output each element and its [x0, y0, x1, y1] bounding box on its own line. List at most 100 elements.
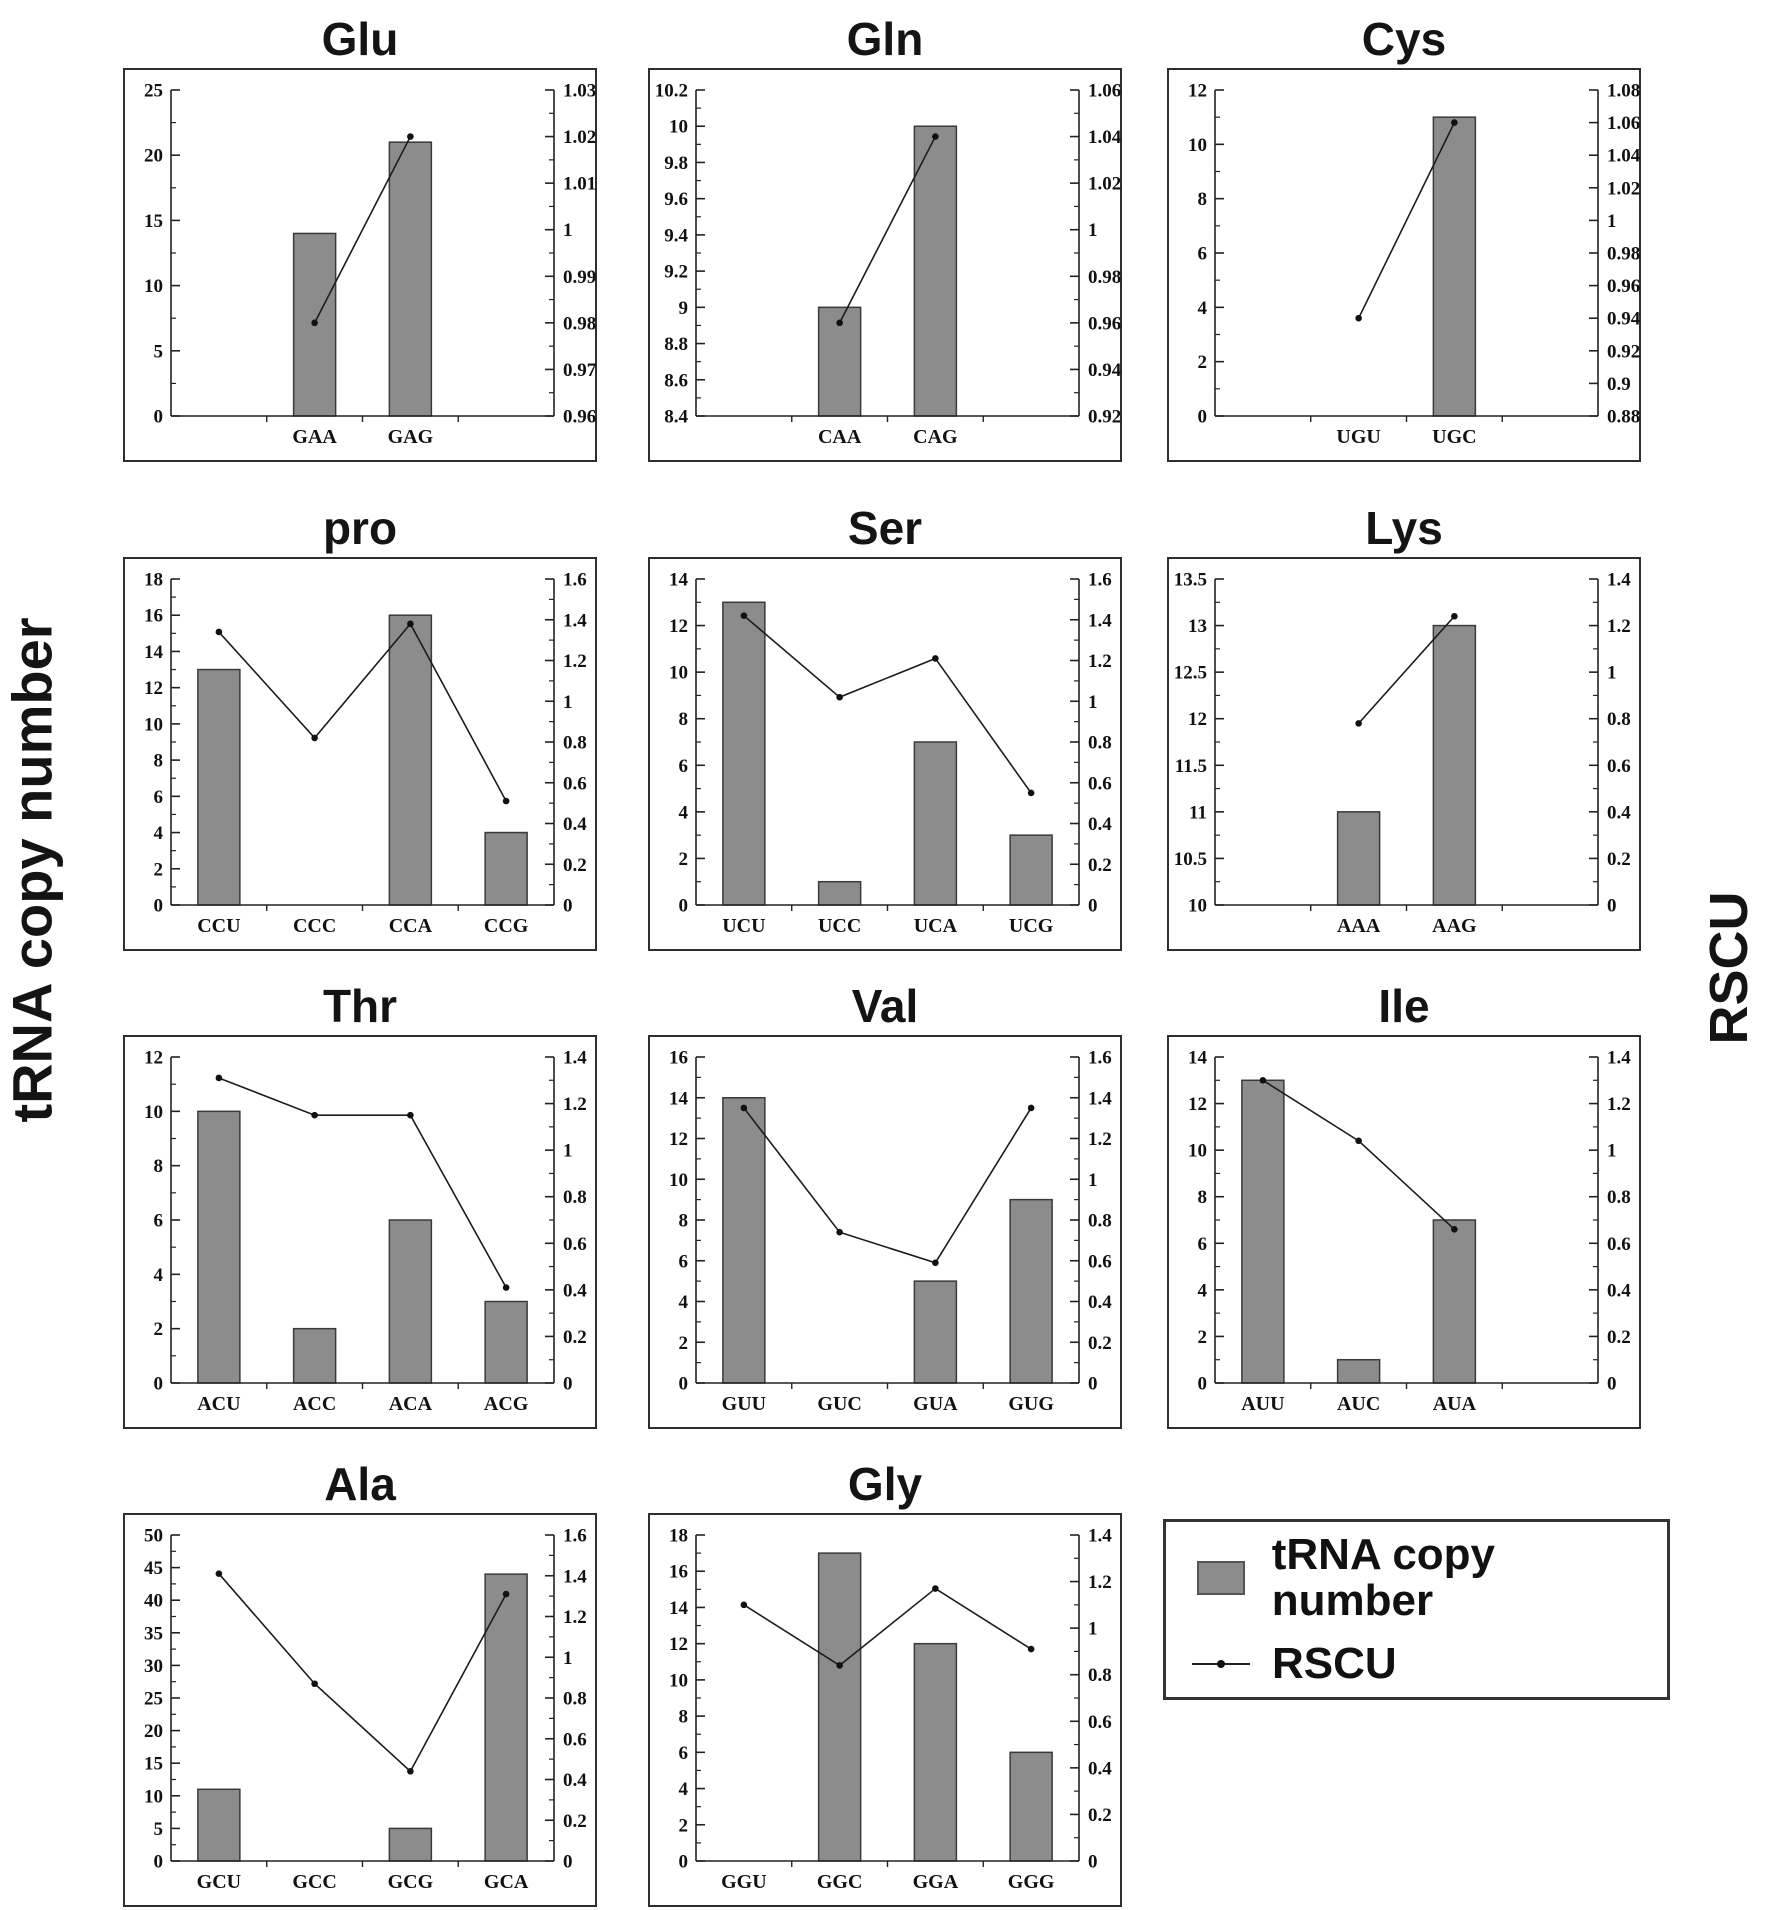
right-axis-tick-label: 0.98 [563, 313, 596, 334]
rscu-point-AAG [1451, 612, 1458, 620]
left-axis-tick-label: 12 [669, 1634, 688, 1655]
rscu-point-CAA [836, 319, 843, 327]
rscu-line [218, 622, 507, 802]
category-label-GCG: GCG [388, 1871, 434, 1893]
category-label-GAA: GAA [292, 426, 337, 448]
left-axis-tick-label: 2 [1198, 352, 1208, 373]
rscu-point-UGC [1451, 119, 1458, 126]
chart-area-gln: 10.2 10 9.8 9.6 9.4 9.2 9 8.8 8.6 8.4 1.06 1.04 1.02… [648, 68, 1122, 462]
rscu-point-GGC [836, 1662, 843, 1669]
left-axis-tick-label: 2 [679, 1333, 689, 1354]
left-axis-tick-label: 8.6 [664, 370, 688, 391]
right-axis-tick-label: 0.4 [1607, 1280, 1631, 1301]
left-axis-tick-label: 5 [154, 1819, 164, 1840]
bar-AUA [1432, 1219, 1477, 1384]
right-axis-tick-label: 0.8 [1088, 1665, 1112, 1686]
rscu-line [313, 136, 412, 324]
chart-area-ile: 14 12 10 8 6 4 2 0 1.4 1.2 1 0.8 0.6 0.4 0.2 0 AUU AUC AUA [1167, 1035, 1641, 1429]
right-axis-tick-label: 0.4 [1088, 814, 1112, 835]
right-axis-tick-label: 0 [563, 1852, 573, 1873]
bar-UCC [817, 880, 862, 906]
left-axis-tick-label: 6 [679, 1251, 689, 1272]
right-axis-tick-label: 1.2 [1088, 1572, 1112, 1593]
right-axis-tick-label: 0.2 [563, 1811, 587, 1832]
subplot-ala: Ala 50 45 40 35 30 25 20 15 10 5 0 1.6 1.4 1.2 1 0.8 0.6 0… [123, 1453, 597, 1907]
left-axis-tick-label: 15 [144, 1754, 163, 1775]
subplot-thr: Thr 12 10 8 6 4 2 0 1.4 1.2 1 0.8 0.6 0.4 0.2 0 ACU ACC AC… [123, 975, 597, 1429]
subplot-title-val: Val [851, 980, 919, 1032]
right-axis-tick-label: 1.03 [563, 81, 596, 102]
left-axis-tick-label: 18 [669, 1526, 688, 1547]
category-label-UGC: UGC [1432, 426, 1476, 448]
right-axis-tick-label: 0.4 [1607, 802, 1631, 823]
bar-UCG [1009, 834, 1053, 906]
right-axis-tick-label: 1.04 [1607, 146, 1641, 167]
right-axis-tick-label: 1 [1607, 1141, 1617, 1162]
left-axis-tick-label: 10 [1188, 135, 1207, 156]
right-axis-tick-label: 0 [1607, 1374, 1617, 1395]
chart-area-pro: 18 16 14 12 10 8 6 4 2 0 1.6 1.4 1.2 1 0.8 0.6 0.4 0.2 0 CC… [123, 557, 597, 951]
left-axis-tick-label: 6 [1198, 244, 1208, 265]
left-axis-tick-label: 12 [669, 616, 688, 637]
right-axis-tick-label: 1 [1607, 211, 1617, 232]
right-axis-tick-label: 1.02 [563, 127, 596, 148]
rscu-line [838, 136, 937, 324]
rscu-point-AUA [1451, 1226, 1458, 1233]
rscu-point-UCC [836, 693, 843, 701]
legend-item-rscu: RSCU [1190, 1640, 1667, 1687]
rscu-point-UCG [1027, 789, 1035, 797]
left-axis-tick-label: 8 [154, 751, 164, 772]
left-axis-tick-label: 12 [1188, 81, 1207, 102]
left-axis-tick-label: 9.6 [664, 189, 688, 210]
bar-AUU [1241, 1079, 1285, 1384]
left-axis-tick-label: 2 [1198, 1327, 1208, 1348]
left-axis-tick-label: 12 [669, 1129, 688, 1150]
category-label-GGG: GGG [1008, 1871, 1055, 1893]
category-label-ACC: ACC [293, 1393, 336, 1415]
subplot-gln: Gln 10.2 10 9.8 9.6 9.4 9.2 9 8.8 8.6 8.4 1.06 1.04 1… [648, 8, 1122, 462]
left-axis-tick-label: 14 [669, 1598, 689, 1619]
rscu-point-AUC [1355, 1137, 1362, 1145]
left-axis-tick-label: 4 [1198, 1280, 1208, 1301]
left-axis-tick-label: 0 [154, 407, 164, 428]
right-axis-tick-label: 1.2 [1088, 651, 1112, 672]
left-axis-tick-label: 16 [669, 1562, 688, 1583]
category-label-GUC: GUC [817, 1393, 861, 1415]
rscu-point-CCG [502, 797, 510, 805]
rscu-line [1358, 615, 1455, 724]
chart-canvas-pro: 18 16 14 12 10 8 6 4 2 0 1.6 1.4 1.2 1 0.8 0.6 0.4 0.2 0 CC… [144, 570, 587, 938]
right-axis-tick-label: 1.08 [1607, 81, 1640, 102]
right-axis-tick-label: 0.8 [563, 1187, 587, 1208]
subplot-title-cys: Cys [1361, 13, 1447, 65]
right-axis-tick-label: 0.8 [1088, 1211, 1112, 1232]
right-axis-tick-label: 1.02 [1088, 174, 1121, 195]
category-label-CCU: CCU [197, 915, 240, 937]
category-label-AAG: AAG [1432, 915, 1477, 937]
bar-GUG [1009, 1198, 1053, 1384]
rscu-point-GCU [215, 1570, 223, 1578]
left-axis-tick-label: 14 [1188, 1048, 1208, 1069]
right-axis-tick-label: 1.2 [563, 651, 587, 672]
left-axis-tick-label: 8 [679, 1707, 689, 1728]
bar-GCG [388, 1827, 433, 1862]
rscu-point-GGU [740, 1601, 748, 1609]
left-axis-tick-label: 13.5 [1174, 570, 1207, 591]
right-axis-tick-label: 1 [563, 1141, 573, 1162]
subplot-title-gly: Gly [847, 1458, 923, 1510]
rscu-point-ACA [407, 1111, 414, 1119]
right-axis-tick-label: 0.4 [1088, 1758, 1112, 1779]
right-axis-tick-label: 0 [563, 896, 573, 917]
rscu-point-GCG [407, 1768, 414, 1775]
right-axis-tick-label: 1.04 [1088, 127, 1122, 148]
right-axis-tick-label: 0.8 [1607, 709, 1631, 730]
right-axis-tick-label: 1.2 [1607, 616, 1631, 637]
chart-area-glu: 25 20 15 10 5 0 1.03 1.02 1.01 1 0.99 0.98 0.97 0.96 G… [123, 68, 597, 462]
rscu-point-GCA [502, 1590, 510, 1598]
right-axis-tick-label: 0.98 [1088, 267, 1121, 288]
left-axis-tick-label: 0 [679, 896, 689, 917]
left-axis-tick-label: 45 [144, 1558, 163, 1579]
rscu-point-GCC [311, 1680, 318, 1688]
bar-GCU [197, 1788, 241, 1862]
right-axis-tick-label: 0.8 [1088, 733, 1112, 754]
bar-AUC [1336, 1358, 1381, 1384]
